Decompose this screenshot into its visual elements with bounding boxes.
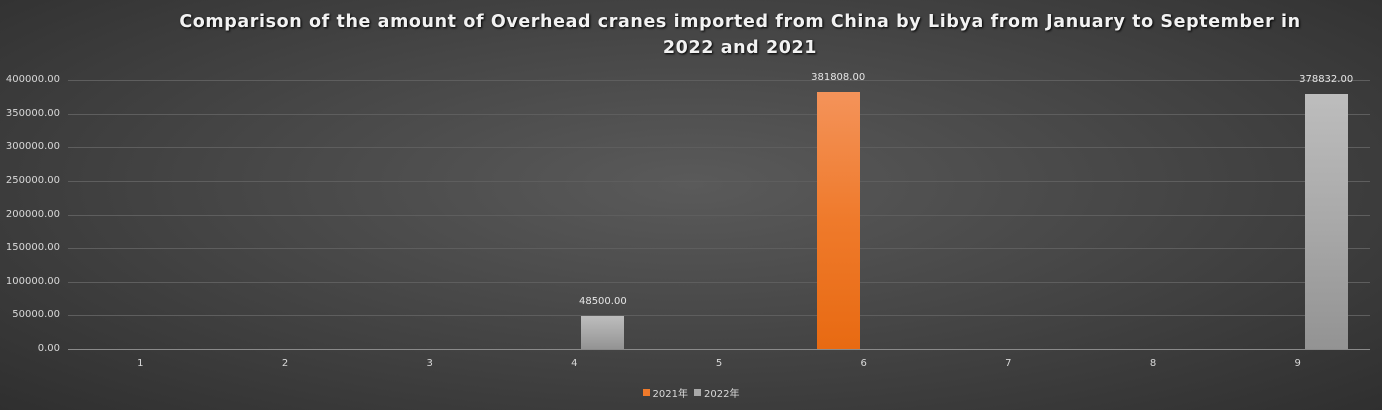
bar-2022-cat-9[interactable] (1304, 94, 1348, 349)
legend-item-2021[interactable]: 2021年 (642, 385, 688, 400)
x-axis-line (68, 349, 1370, 350)
plot-area (68, 80, 1370, 350)
bar-2021-cat-6[interactable] (816, 92, 860, 349)
gridline (68, 214, 1370, 216)
y-tick-label: 250000.00 (5, 174, 60, 186)
y-tick-label: 350000.00 (5, 107, 60, 119)
gridline (68, 248, 1370, 250)
y-tick-label: 100000.00 (5, 275, 60, 287)
gridline (68, 180, 1370, 182)
legend-label-2022: 2022年 (704, 389, 740, 400)
x-tick-label: 4 (571, 358, 578, 369)
x-tick-label: 6 (860, 358, 867, 369)
gridline (68, 315, 1370, 317)
gridline (68, 147, 1370, 149)
x-tick-label: 1 (137, 358, 144, 369)
legend: 2021年 2022年 (0, 385, 1382, 400)
x-tick-label: 3 (426, 358, 433, 369)
gridline (68, 113, 1370, 115)
x-tick-label: 5 (715, 358, 723, 369)
gridline (68, 80, 1370, 81)
bar-2022-cat-4[interactable] (581, 316, 625, 349)
chart-title-line-1: Comparison of the amount of Overhead cra… (179, 12, 1301, 32)
x-tick-label: 9 (1294, 358, 1301, 369)
data-label: 48500.00 (578, 296, 627, 308)
y-tick-label: 0.00 (37, 343, 60, 354)
legend-item-2022[interactable]: 2022年 (694, 385, 739, 400)
x-tick-label: 2 (281, 358, 289, 369)
legend-swatch-2021 (642, 389, 650, 396)
chart-title: Comparison of the amount of Overhead cra… (150, 9, 1330, 61)
legend-swatch-2022 (694, 389, 701, 396)
y-tick-label: 400000.00 (5, 74, 60, 85)
y-tick-label: 200000.00 (5, 208, 60, 220)
data-label: 381808.00 (811, 72, 866, 84)
y-tick-label: 150000.00 (5, 242, 60, 254)
chart-title-line-2: 2022 and 2021 (662, 38, 818, 58)
gridline (68, 281, 1370, 283)
legend-label-2021: 2021年 (652, 389, 688, 400)
y-tick-label: 300000.00 (5, 141, 60, 153)
data-label: 378832.00 (1299, 74, 1354, 86)
x-tick-label: 7 (1005, 358, 1012, 369)
x-tick-label: 8 (1149, 358, 1157, 369)
y-tick-label: 50000.00 (12, 309, 60, 321)
